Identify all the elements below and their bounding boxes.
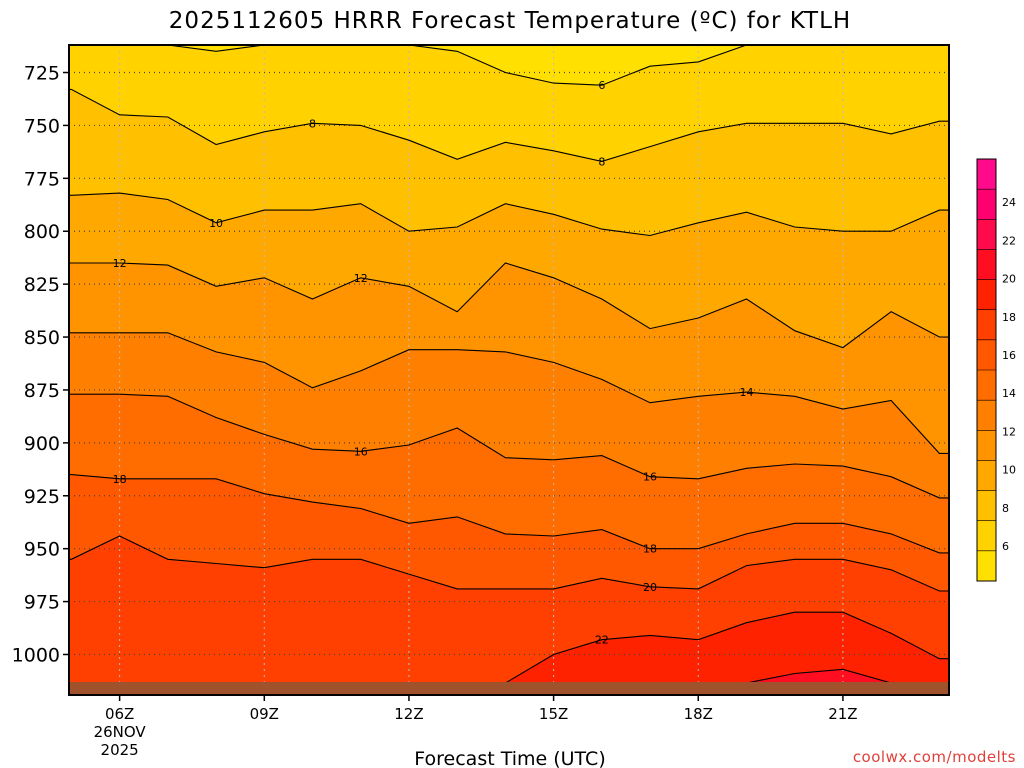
contour-line-6: [69, 45, 949, 86]
contour-line-18: [69, 474, 949, 554]
colorbar-swatch-8: [977, 309, 996, 341]
contour-line-16: [69, 393, 949, 499]
contour-line-8: [69, 88, 949, 162]
svg-text:22: 22: [595, 634, 609, 647]
contour-label-16: 16: [354, 445, 368, 458]
colorbar-tick-14: 14: [1002, 387, 1016, 400]
contour-label-8: 8: [598, 155, 605, 168]
grid-lines: [69, 45, 949, 695]
plot-frame: [68, 44, 950, 696]
contour-label-18: 18: [643, 543, 657, 556]
contour-label-6: 6: [598, 79, 605, 92]
y-tick-label-825: 825: [24, 274, 60, 296]
y-tick-label-725: 725: [24, 63, 60, 85]
colorbar-swatch-1: [977, 520, 996, 552]
svg-text:14: 14: [739, 386, 753, 399]
colorbar-swatch-10: [977, 249, 996, 281]
colorbar-swatch-7: [977, 339, 996, 371]
contour-line-20: [69, 535, 949, 592]
contour-label-20: 20: [643, 581, 657, 594]
contour-label-22: 22: [595, 634, 609, 647]
colorbar-swatch-9: [977, 279, 996, 311]
svg-text:10: 10: [209, 217, 223, 230]
ground-surface: [69, 682, 949, 695]
colorbar-swatch-12: [977, 189, 996, 220]
x-axis-title: Forecast Time (UTC): [414, 748, 605, 768]
svg-text:16: 16: [354, 445, 368, 458]
y-tick-label-750: 750: [24, 115, 60, 137]
y-tick-label-875: 875: [24, 380, 60, 402]
y-tick-label-925: 925: [24, 486, 60, 508]
colorbar-tick-6: 6: [1002, 540, 1009, 553]
contour-line-12: [69, 262, 949, 349]
credit-link[interactable]: coolwx.com/modelts: [853, 748, 1016, 766]
colorbar-swatch-11: [977, 219, 996, 250]
temperature-band-above-22: [69, 612, 949, 695]
x-tick-label-15Z: 15Z: [539, 705, 568, 723]
colorbar: 6 8 10 12 14 16 18 20 22 24: [976, 158, 1016, 582]
x-tick-label-18Z: 18Z: [684, 705, 713, 723]
colorbar-swatch-4: [977, 430, 996, 461]
colorbar-tick-12: 12: [1002, 425, 1016, 438]
y-tick-label-800: 800: [24, 221, 60, 243]
y-axis: 725 750 775 800 825 850 875 900 925 950 975 1000: [12, 63, 69, 666]
contour-label-18: 18: [113, 473, 127, 486]
colorbar-swatch-6: [977, 370, 996, 401]
colorbar-swatch-0: [977, 550, 996, 582]
y-tick-label-850: 850: [24, 327, 60, 349]
svg-text:6: 6: [598, 79, 605, 92]
contour-label-14: 14: [739, 386, 753, 399]
x-tick-label-06Z: 06Z: [105, 705, 134, 723]
colorbar-tick-24: 24: [1002, 196, 1016, 209]
svg-text:8: 8: [309, 117, 316, 130]
plot-area: 6 8 8 10 12 12 14 16 16 18 18 20 22: [69, 45, 949, 695]
colorbar-tick-22: 22: [1002, 234, 1016, 247]
svg-text:12: 12: [354, 272, 368, 285]
y-tick-label-1000: 1000: [12, 644, 60, 666]
x-date-label-0: 26NOV: [94, 723, 147, 741]
chart-title: 2025112605 HRRR Forecast Temperature (ºC…: [169, 8, 851, 34]
y-tick-label-900: 900: [24, 433, 60, 455]
x-tick-label-21Z: 21Z: [828, 705, 857, 723]
svg-text:16: 16: [643, 471, 657, 484]
contour-label-10: 10: [209, 217, 223, 230]
contour-label-8: 8: [309, 117, 316, 130]
colorbar-swatch-3: [977, 460, 996, 492]
x-date-label-1: 2025: [101, 741, 139, 759]
contour-label-12: 12: [354, 272, 368, 285]
contour-line-14: [69, 332, 949, 454]
svg-text:18: 18: [643, 543, 657, 556]
colorbar-tick-16: 16: [1002, 349, 1016, 362]
colorbar-tick-8: 8: [1002, 502, 1009, 515]
contour-label-16: 16: [643, 471, 657, 484]
colorbar-tick-10: 10: [1002, 464, 1016, 477]
y-tick-label-975: 975: [24, 592, 60, 614]
colorbar-tick-20: 20: [1002, 273, 1016, 286]
svg-text:8: 8: [598, 155, 605, 168]
colorbar-tick-18: 18: [1002, 311, 1016, 324]
svg-text:20: 20: [643, 581, 657, 594]
contour-label-12: 12: [113, 257, 127, 270]
contour-line-10: [69, 192, 949, 237]
x-tick-label-12Z: 12Z: [394, 705, 423, 723]
y-tick-label-950: 950: [24, 539, 60, 561]
colorbar-swatch-5: [977, 400, 996, 431]
colorbar-swatch-13: [977, 159, 996, 190]
svg-text:12: 12: [113, 257, 127, 270]
x-tick-label-09Z: 09Z: [250, 705, 279, 723]
colorbar-swatch-2: [977, 490, 996, 522]
svg-text:18: 18: [113, 473, 127, 486]
y-tick-label-775: 775: [24, 168, 60, 190]
